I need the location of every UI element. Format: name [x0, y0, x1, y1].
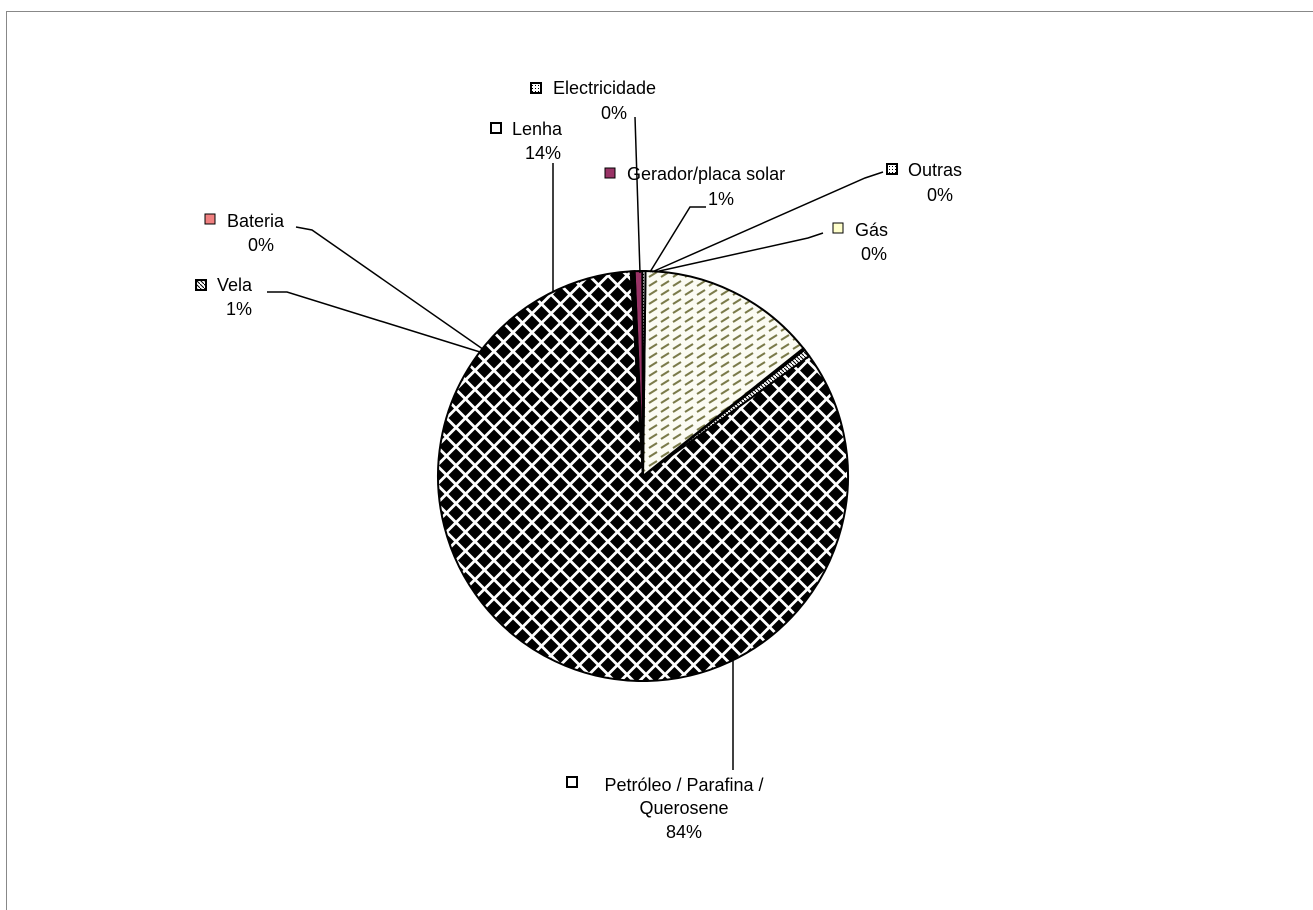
slice-name-bateria: Bateria [227, 211, 285, 231]
slice-percent-gas: 0% [861, 244, 887, 264]
slice-percent-electricidade: 0% [601, 103, 627, 123]
slice-label-gerador: Gerador/placa solar 1% [604, 164, 785, 209]
legend-swatch-vela [195, 279, 207, 291]
leader-line-vela [267, 291, 481, 353]
leader-line-gerador [649, 206, 706, 273]
slice-name-electricidade: Electricidade [553, 78, 656, 98]
leader-line-electricidade [634, 116, 641, 274]
slice-name-lenha: Lenha [512, 119, 563, 139]
pie-slice-lenha [641, 270, 805, 479]
slice-percent-lenha: 14% [525, 143, 561, 163]
legend-swatch-lenha [490, 122, 502, 134]
legend-swatch-gas [832, 222, 844, 234]
slice-percent-vela: 1% [226, 299, 252, 319]
leader-lines [267, 116, 884, 770]
legend-swatch-petroleo [566, 776, 578, 788]
slice-label-petroleo: Petróleo / Parafina / Querosene 84% [566, 775, 764, 842]
slice-label-bateria: Bateria 0% [204, 211, 285, 255]
slices-layer [437, 269, 849, 682]
legend-swatch-gerador [604, 167, 616, 179]
slice-label-lenha: Lenha 14% [490, 119, 563, 163]
slice-label-gas: Gás 0% [832, 220, 888, 264]
slice-name-vela: Vela [217, 275, 253, 295]
slice-percent-petroleo: 84% [666, 822, 702, 842]
slice-percent-outras: 0% [927, 185, 953, 205]
leader-line-bateria [295, 226, 488, 353]
legend-swatch-bateria [204, 213, 216, 225]
leader-line-outras [651, 171, 884, 273]
pie-slice-gas [629, 270, 644, 477]
slice-name-gerador: Gerador/placa solar [627, 164, 785, 184]
slice-name-petroleo-line1: Petróleo / Parafina / [604, 775, 763, 795]
legend-swatch-outras [886, 163, 898, 175]
slice-label-electricidade: Electricidade 0% [530, 78, 656, 123]
slice-label-outras: Outras 0% [886, 160, 962, 205]
legend-swatch-electricidade [530, 82, 542, 94]
slice-label-vela: Vela 1% [195, 275, 253, 319]
slice-percent-gerador: 1% [708, 189, 734, 209]
leader-line-gas [654, 232, 824, 273]
slice-name-outras: Outras [908, 160, 962, 180]
slice-percent-bateria: 0% [248, 235, 274, 255]
slice-name-petroleo-line2: Querosene [639, 798, 728, 818]
slice-name-gas: Gás [855, 220, 888, 240]
